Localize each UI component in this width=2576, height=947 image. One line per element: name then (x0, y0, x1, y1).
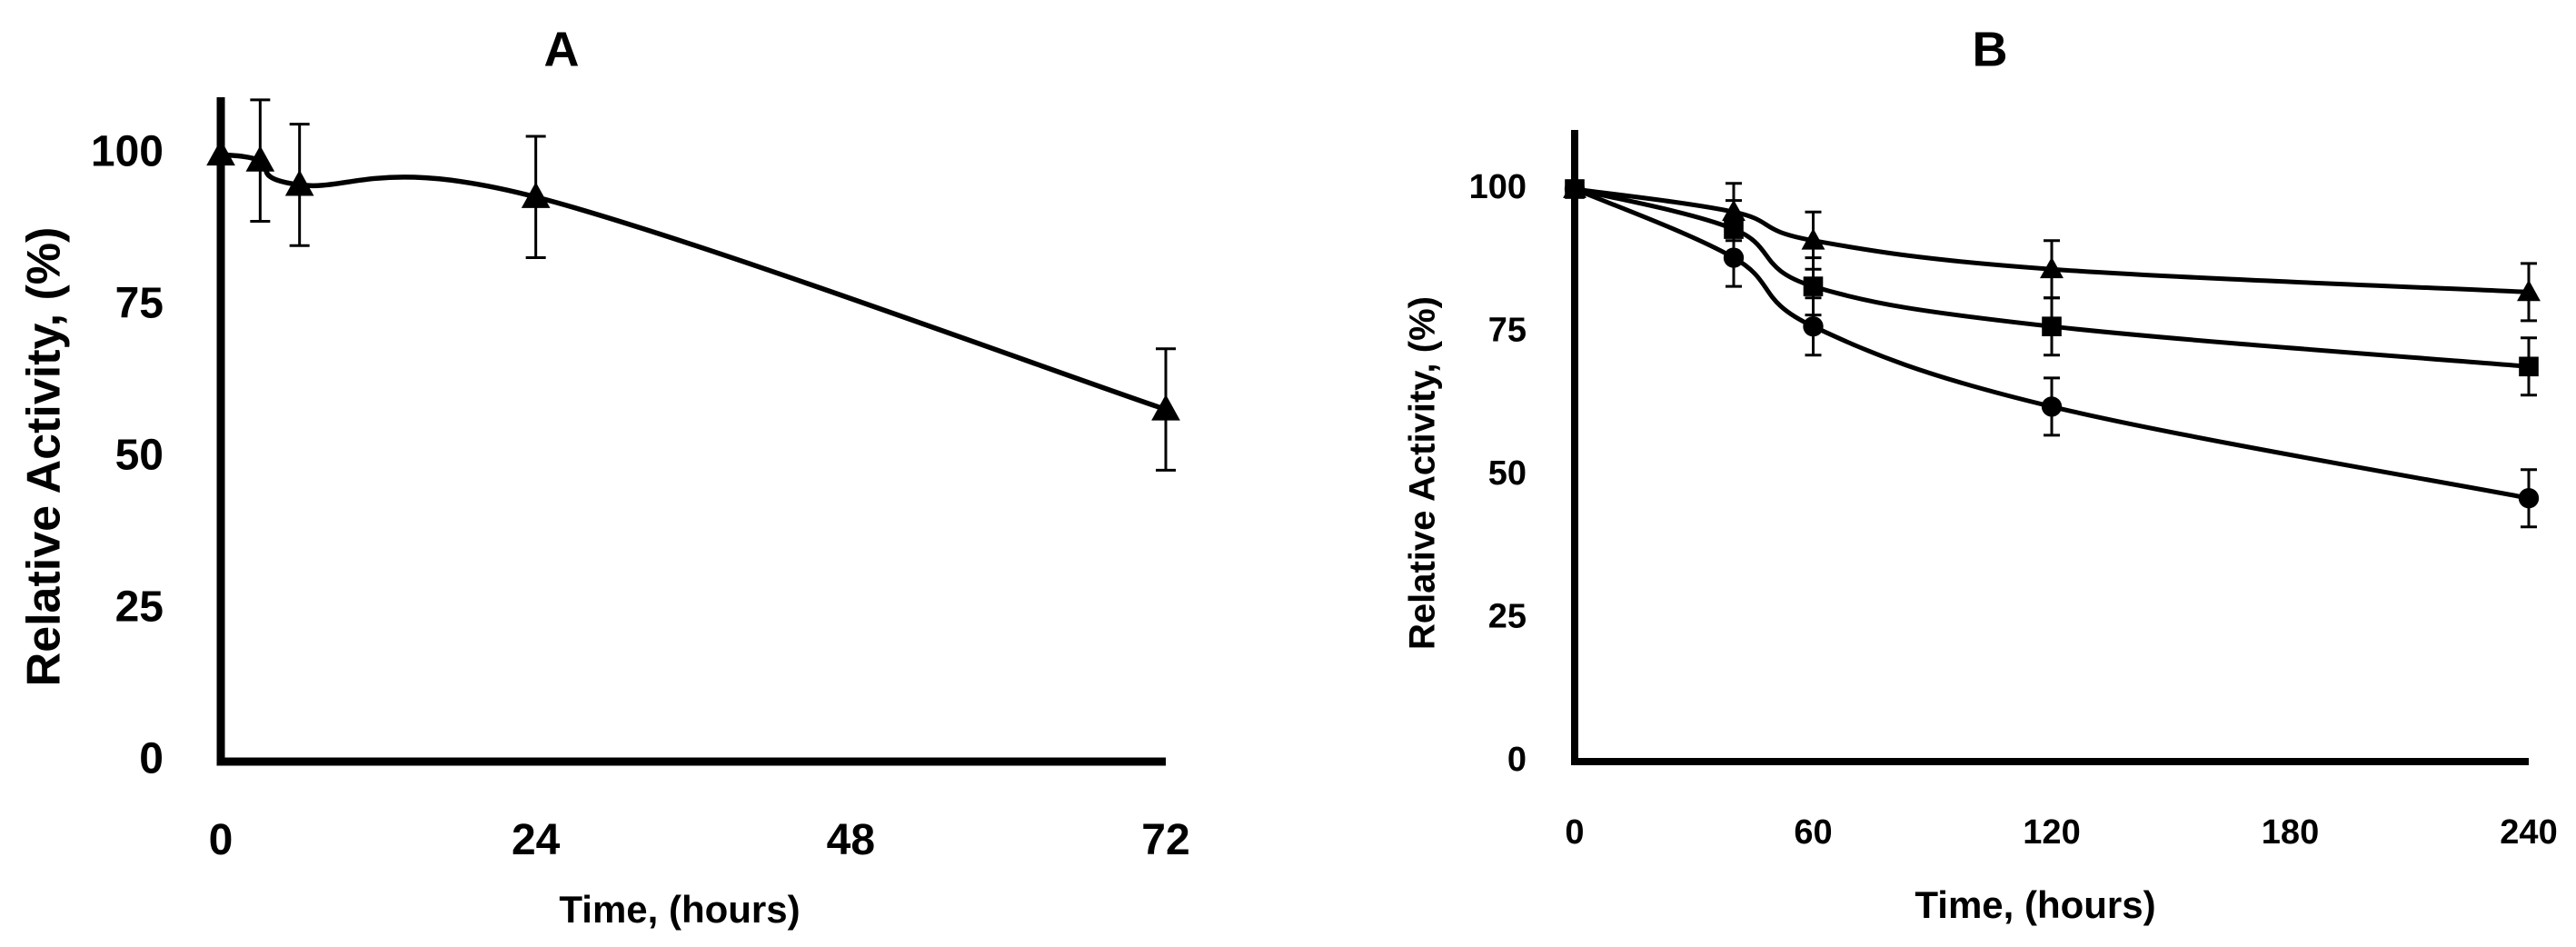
panel-b-circle-marker (2518, 488, 2540, 509)
panel-a-triangle-marker (1151, 394, 1180, 421)
panel-b-circle-marker (1564, 178, 1586, 200)
panel-b-y-axis-title: Relative Activity, (%) (1403, 296, 1443, 650)
panel-b-x-axis-title: Time, (hours) (1915, 883, 2155, 926)
panel-b-series-circle-line (1574, 186, 2530, 501)
panel-b-x-tick-label: 120 (2023, 813, 2080, 852)
panel-a-series-triangle-line (220, 152, 1167, 413)
panel-b-triangle-marker (2040, 256, 2064, 279)
panel-b-y-tick-label: 25 (1488, 598, 1527, 636)
panel-a-triangle-marker (521, 182, 551, 208)
panel-b-x-tick-label: 180 (2262, 813, 2319, 852)
panel-a-x-tick-label: 24 (512, 816, 561, 864)
panel-b-triangle-marker (2517, 279, 2541, 302)
panel-a-x-tick-label: 72 (1141, 816, 1189, 864)
panel-a-y-tick-label: 100 (91, 128, 164, 176)
panel-a-y-tick-label: 50 (115, 432, 164, 480)
panel-b-x-tick-label: 240 (2500, 813, 2557, 852)
panel-a-y-tick-label: 75 (115, 280, 164, 328)
panel-b-y-tick-label: 75 (1488, 312, 1527, 350)
panel-b-y-tick-label: 50 (1488, 454, 1527, 493)
panel-a-y-axis-title: Relative Activity, (%) (18, 227, 71, 687)
panel-a: A 0 25 50 75 100 0 24 48 72 Time, (hours) Relative … (18, 22, 1190, 931)
panel-b-square-marker (1803, 276, 1824, 296)
panel-b-circle-marker (1803, 316, 1824, 337)
panel-a-triangle-marker (206, 139, 235, 166)
panel-a-y-tick-label: 0 (139, 735, 164, 783)
panel-a-x-axis-title: Time, (hours) (559, 888, 800, 931)
panel-b-x-tick-label: 0 (1565, 813, 1584, 852)
panel-b-x-tick-label: 60 (1794, 813, 1832, 852)
panel-b-title: B (1973, 22, 2008, 76)
panel-a-triangle-marker (284, 169, 314, 196)
panel-b-series-square-line (1574, 186, 2530, 369)
panel-a-y-tick-label: 25 (115, 583, 164, 632)
panel-b-square-marker (2519, 356, 2539, 377)
panel-b-triangle-marker (1801, 228, 1825, 250)
panel-b-circle-marker (1723, 247, 1745, 268)
panel-b-y-tick-label: 0 (1507, 741, 1527, 779)
panel-a-x-tick-label: 0 (209, 816, 234, 864)
panel-a-x-tick-label: 48 (827, 816, 875, 864)
panel-a-triangle-marker (245, 145, 275, 172)
panel-b-y-tick-label: 100 (1469, 168, 1527, 206)
panel-b-circle-marker (2041, 396, 2063, 417)
panel-b-square-marker (2042, 316, 2062, 336)
panel-b-series-triangle-line (1574, 186, 2530, 294)
panel-a-title: A (544, 22, 580, 76)
panel-b: B 0 25 50 75 100 0 60 120 180 240 Time, (hours) Rela… (1403, 22, 2558, 926)
